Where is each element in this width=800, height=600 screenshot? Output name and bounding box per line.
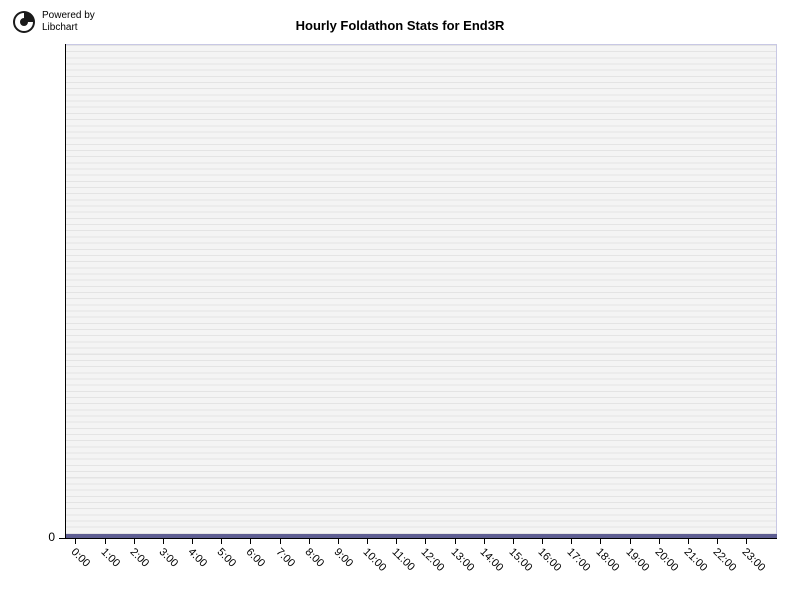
x-tick-label: 0:00 [69, 546, 93, 570]
x-tick-label: 5:00 [215, 546, 239, 570]
x-tick-label: 17:00 [565, 546, 593, 574]
plot-area [65, 44, 777, 538]
x-tick-label: 6:00 [244, 546, 268, 570]
x-tick-label: 13:00 [448, 546, 476, 574]
x-axis-line [65, 538, 777, 539]
x-tick-label: 23:00 [740, 546, 768, 574]
y-tick-label: 0 [0, 530, 55, 544]
x-tick-label: 14:00 [477, 546, 505, 574]
x-tick-label: 4:00 [186, 546, 210, 570]
x-tick-label: 11:00 [390, 546, 417, 573]
x-tick-label: 2:00 [127, 546, 151, 570]
plot-background [65, 44, 777, 538]
x-tick-label: 8:00 [302, 546, 326, 570]
x-tick-label: 7:00 [273, 546, 297, 570]
chart-container: Powered by Libchart Hourly Foldathon Sta… [0, 0, 800, 600]
x-tick-label: 20:00 [652, 546, 680, 574]
chart-title: Hourly Foldathon Stats for End3R [0, 18, 800, 33]
x-tick-label: 19:00 [623, 546, 651, 574]
x-tick-label: 16:00 [536, 546, 564, 574]
x-tick-label: 21:00 [681, 546, 709, 574]
x-tick-label: 22:00 [711, 546, 739, 574]
x-tick-label: 9:00 [331, 546, 355, 570]
y-axis-line [65, 44, 66, 538]
x-tick-label: 10:00 [361, 546, 389, 574]
x-tick-label: 3:00 [156, 546, 180, 570]
x-tick-label: 18:00 [594, 546, 622, 574]
x-tick-label: 1:00 [98, 546, 122, 570]
x-tick-label: 15:00 [506, 546, 534, 574]
x-tick-label: 12:00 [419, 546, 447, 574]
